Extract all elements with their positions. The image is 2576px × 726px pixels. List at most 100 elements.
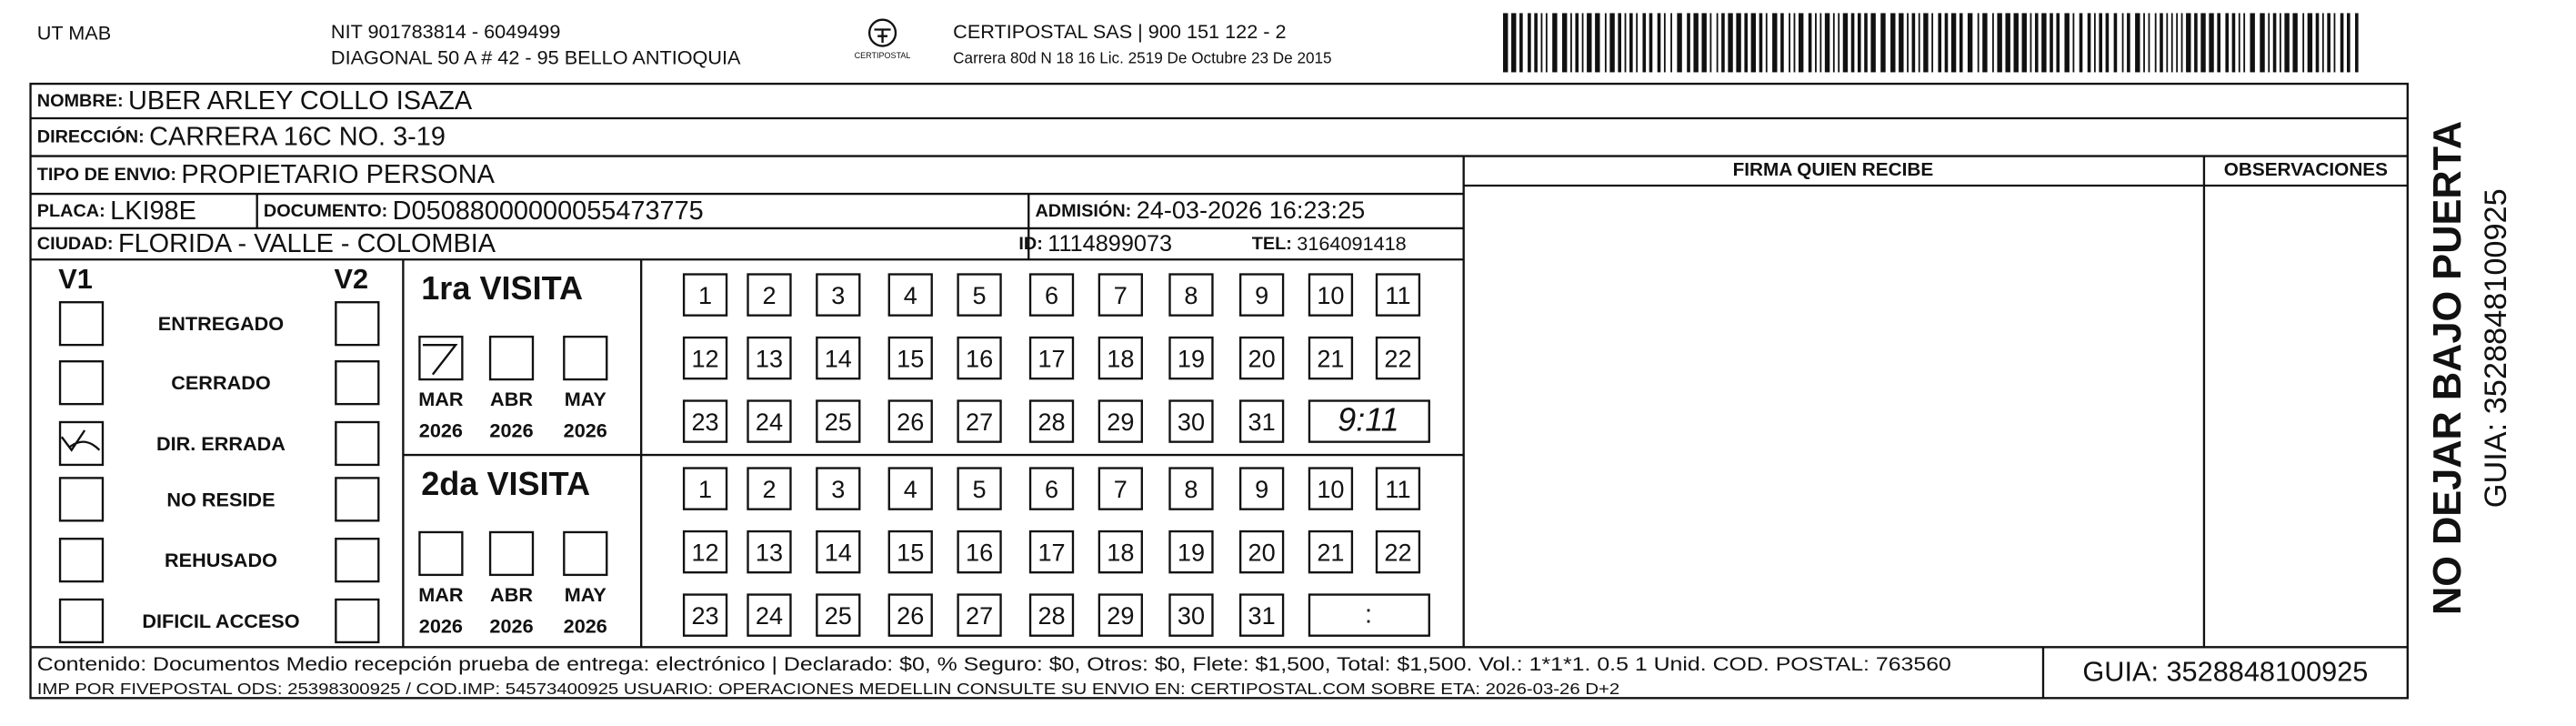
barcode-bar — [2307, 13, 2313, 73]
handwritten-check — [60, 429, 101, 452]
day-box — [816, 336, 861, 380]
day-box — [887, 399, 933, 443]
day-number: 7 — [1114, 475, 1128, 503]
day-box — [747, 336, 792, 380]
barcode-bar — [1716, 13, 1719, 73]
barcode-bar — [2327, 13, 2330, 73]
month: MAY — [565, 388, 607, 410]
barcode-bar — [1540, 13, 1543, 73]
barcode-bar — [1736, 13, 1741, 73]
day-number: 5 — [973, 475, 987, 503]
day-number: 4 — [904, 475, 917, 503]
footer-guide: GUIA: 3528848100925 — [2082, 655, 2368, 687]
day-box — [887, 273, 933, 317]
barcode-bar — [1744, 13, 1749, 73]
barcode-bar — [2194, 13, 2198, 73]
footer-imp: IMP POR FIVEPOSTAL ODS: 25398300925 / CO… — [37, 680, 1619, 698]
logo-mark — [867, 18, 897, 47]
barcode-bar — [2186, 13, 2191, 73]
day-number: 24 — [756, 601, 783, 630]
check-box — [335, 477, 380, 522]
barcode-bar — [1772, 13, 1778, 73]
day-box — [747, 593, 792, 637]
day-box — [887, 529, 933, 574]
barcode-bar — [2333, 13, 2336, 73]
field-value: LKI98E — [110, 197, 196, 226]
day-number: 25 — [825, 408, 852, 436]
day-number: 1 — [698, 281, 712, 309]
barcode-bar — [2154, 13, 2157, 73]
day-number: 16 — [966, 344, 993, 372]
day-box — [816, 399, 861, 443]
day-number: 28 — [1037, 408, 1065, 436]
day-number: 23 — [692, 601, 719, 630]
barcode-bar — [2355, 13, 2359, 73]
barcode-bar — [2321, 13, 2324, 73]
day-box — [957, 336, 1002, 380]
barcode-bar — [2209, 13, 2214, 73]
day-number: 7 — [1114, 281, 1128, 309]
day-number: 29 — [1107, 601, 1134, 630]
day-number: 18 — [1107, 538, 1134, 566]
barcode-bar — [2087, 13, 2091, 73]
barcode-bar — [1880, 13, 1886, 73]
barcode-bar — [1519, 13, 1523, 73]
field-label: ADMISIÓN: — [1035, 199, 1131, 221]
barcode-bar — [1511, 13, 1517, 73]
check-box — [335, 538, 380, 583]
day-number: 20 — [1248, 344, 1276, 372]
visit-title: 2da VISITA — [421, 465, 590, 502]
barcode-bar — [2180, 13, 2183, 73]
barcode-bar — [1562, 13, 1568, 73]
day-number: 27 — [966, 601, 993, 630]
day-box — [1308, 529, 1354, 574]
day-box — [1168, 273, 1214, 317]
barcode-bar — [2113, 13, 2118, 73]
month: MAY — [565, 583, 607, 606]
year: 2026 — [489, 614, 533, 637]
barcode-bar — [1670, 13, 1672, 73]
barcode-bar — [2250, 13, 2255, 73]
visit-title: 1ra VISITA — [421, 269, 583, 307]
barcode-bar — [1923, 13, 1929, 73]
barcode-bar — [1642, 13, 1647, 73]
day-box — [1028, 399, 1075, 443]
barcode-bar — [2170, 13, 2173, 73]
day-number: 12 — [692, 538, 719, 566]
barcode-bar — [2340, 13, 2344, 73]
field-value: UBER ARLEY COLLO ISAZA — [128, 86, 473, 116]
logo-glyph — [874, 28, 891, 43]
barcode-bar — [1581, 13, 1584, 73]
barcode-bar — [1687, 13, 1690, 73]
barcode-bar — [1528, 13, 1531, 73]
day-number: 1 — [698, 475, 712, 503]
day-box — [747, 399, 792, 443]
barcode-bar — [2034, 13, 2039, 73]
field-name: NOMBRE: UBER ARLEY COLLO ISAZA — [37, 86, 473, 116]
day-number: 3 — [831, 475, 845, 503]
barcode-bar — [1815, 13, 1817, 73]
time-box — [1308, 593, 1430, 637]
barcode-bar — [1997, 13, 2002, 73]
side-notice: NO DEJAR BAJO PUERTA — [2426, 121, 2470, 615]
barcode-bar — [1793, 13, 1796, 73]
day-box — [1238, 336, 1285, 380]
barcode-bar — [1609, 13, 1615, 73]
month: MAR — [418, 583, 464, 606]
barcode-bar — [1967, 13, 1973, 73]
field-label: CIUDAD: — [37, 234, 114, 254]
day-number: 8 — [1184, 281, 1198, 309]
day-number: 6 — [1045, 281, 1058, 309]
day-number: 12 — [692, 344, 719, 372]
day-box — [682, 529, 728, 574]
field-plate: PLACA: LKI98E — [37, 197, 196, 226]
barcode-bar — [1636, 13, 1639, 73]
field-label: DOCUMENTO: — [264, 201, 387, 221]
day-box — [1308, 467, 1354, 510]
day-number: 20 — [1248, 538, 1276, 566]
day-number: 23 — [692, 408, 719, 436]
barcode-bar — [2166, 13, 2169, 73]
day-box — [1028, 336, 1075, 380]
day-box — [1098, 336, 1143, 380]
